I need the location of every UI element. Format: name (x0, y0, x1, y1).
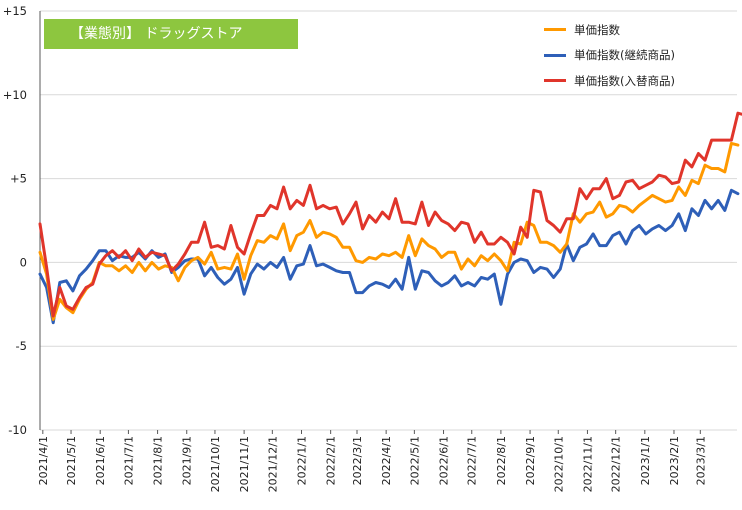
legend-label: 単価指数(入替商品) (574, 73, 675, 88)
x-tick-label: 2021/12/1 (266, 436, 279, 492)
x-tick-label: 2023/3/1 (694, 436, 707, 485)
gridlines (40, 10, 737, 431)
x-tick-label: 2022/4/1 (380, 436, 393, 485)
y-tick-label: +15 (3, 4, 27, 18)
y-tick-label: +5 (10, 172, 27, 186)
y-tick-label: -10 (8, 423, 27, 437)
x-tick-label: 2022/10/1 (552, 436, 565, 492)
series-lines (38, 111, 742, 325)
x-tick-label: 2022/11/1 (581, 436, 594, 492)
x-tick-label: 2022/1/1 (295, 436, 308, 485)
x-tick-label: 2021/4/1 (37, 436, 50, 485)
x-tick-label: 2022/7/1 (466, 436, 479, 485)
x-tick-label: 2022/3/1 (351, 436, 364, 485)
x-tick-label: 2021/7/1 (122, 436, 135, 485)
legend-label: 単価指数 (574, 22, 620, 37)
x-tick-label: 2021/10/1 (209, 436, 222, 492)
x-tick-label: 2021/8/1 (152, 436, 165, 485)
y-tick-label: +10 (3, 88, 27, 102)
chart-title: 【業態別】 ドラッグストア (44, 19, 298, 49)
x-tick-label: 2021/6/1 (94, 436, 107, 485)
y-axis-tick-labels: +15 +10 +5 0 -5 -10 (3, 4, 27, 437)
x-tick-label: 2022/8/1 (495, 436, 508, 485)
legend-swatch (544, 28, 566, 32)
x-tick-label: 2022/2/1 (325, 436, 338, 485)
y-tick-label: -5 (16, 339, 27, 353)
series-line (38, 188, 740, 325)
legend-item: 単価指数(入替商品) (544, 68, 675, 94)
series-line (38, 141, 740, 321)
x-tick-label: 2021/11/1 (238, 436, 251, 492)
y-tick-label: 0 (20, 255, 27, 269)
x-tick-label: 2022/6/1 (438, 436, 451, 485)
legend-item: 単価指数 (544, 17, 675, 43)
x-tick-label: 2022/5/1 (408, 436, 421, 485)
x-axis-tick-labels: 2021/4/1 2021/5/1 2021/6/1 2021/7/1 2021/8/1… (37, 430, 707, 492)
series-line (38, 111, 742, 318)
x-tick-label: 2021/9/1 (181, 436, 194, 485)
legend-label: 単価指数(継続商品) (574, 48, 675, 63)
legend-swatch (544, 53, 566, 57)
legend-swatch (544, 79, 566, 83)
x-tick-label: 2023/1/1 (639, 436, 652, 485)
legend: 単価指数単価指数(継続商品) 単価指数(入替商品) (544, 17, 675, 94)
legend-item: 単価指数(継続商品) (544, 43, 675, 69)
x-tick-label: 2022/9/1 (524, 436, 537, 485)
x-tick-label: 2021/5/1 (65, 436, 78, 485)
x-tick-label: 2022/12/1 (610, 436, 623, 492)
x-tick-label: 2023/2/1 (668, 436, 681, 485)
